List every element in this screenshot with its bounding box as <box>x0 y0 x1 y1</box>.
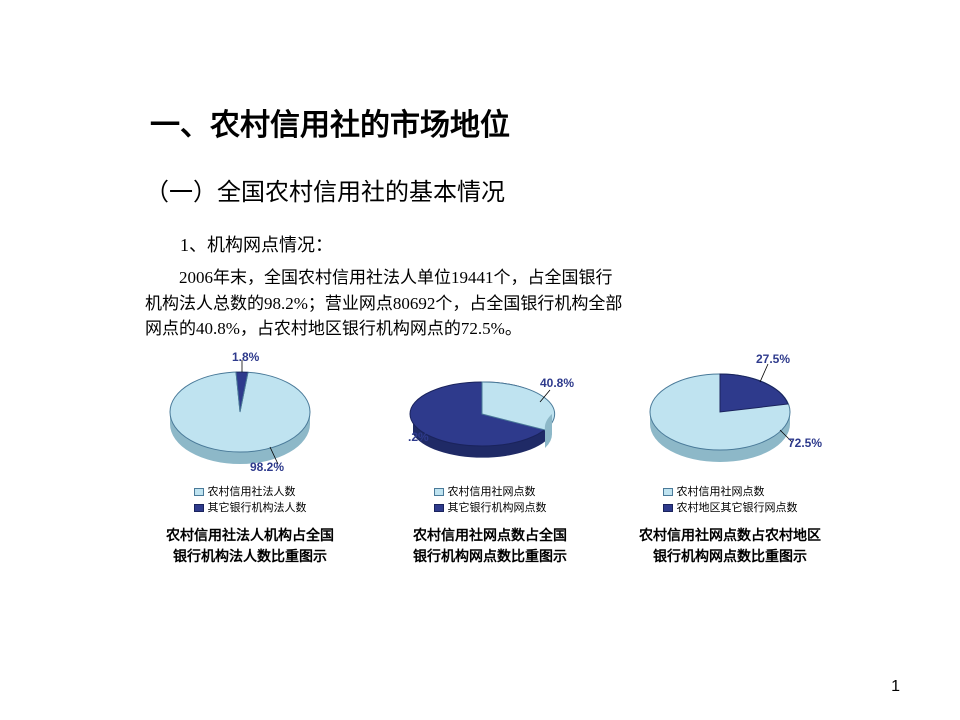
legend-swatch <box>194 488 204 496</box>
legend-text: 农村地区其它银行网点数 <box>677 500 798 517</box>
page-title: 一、农村信用社的市场地位 <box>150 100 900 144</box>
page: 一、农村信用社的市场地位 （一）全国农村信用社的基本情况 1、机构网点情况： 2… <box>0 0 960 607</box>
caption-line: 农村信用社网点数占农村地区 <box>639 525 821 546</box>
legend-text: 其它银行机构网点数 <box>448 500 547 517</box>
legend-1: 农村信用社法人数 其它银行机构法人数 <box>194 484 307 517</box>
caption-line: 银行机构法人数比重图示 <box>166 546 334 567</box>
legend-2: 农村信用社网点数 其它银行机构网点数 <box>434 484 547 517</box>
chart-block-2: 40.8% .2% 农村信用社网点数 其它银行机构网点数 农村信用社网点数占全国… <box>370 352 610 567</box>
section-label: 1、机构网点情况： <box>180 231 900 257</box>
legend-text: 农村信用社网点数 <box>448 484 536 501</box>
pie1-label-minor: 1.8% <box>232 350 259 364</box>
legend-text: 农村信用社法人数 <box>208 484 296 501</box>
body-text-line2: 机构法人总数的98.2%；营业网点80692个，占全国银行机构全部 <box>145 291 840 317</box>
chart-caption-3: 农村信用社网点数占农村地区 银行机构网点数比重图示 <box>639 525 821 567</box>
legend-2-row-1: 其它银行机构网点数 <box>434 500 547 517</box>
page-subtitle: （一）全国农村信用社的基本情况 <box>145 172 900 207</box>
chart-block-1: 1.8% 98.2% 农村信用社法人数 其它银行机构法人数 农村信用社法人机构占… <box>130 352 370 567</box>
pie-svg-3 <box>630 352 830 482</box>
legend-swatch <box>663 504 673 512</box>
chart-block-3: 27.5% 72.5% 农村信用社网点数 农村地区其它银行网点数 农村信用社网点… <box>610 352 850 567</box>
body-text-line1: 2006年末，全国农村信用社法人单位19441个，占全国银行 <box>145 265 840 291</box>
chart-caption-2: 农村信用社网点数占全国 银行机构网点数比重图示 <box>413 525 567 567</box>
caption-line: 银行机构网点数比重图示 <box>639 546 821 567</box>
charts-row: 1.8% 98.2% 农村信用社法人数 其它银行机构法人数 农村信用社法人机构占… <box>130 352 850 567</box>
pie1-label-major: 98.2% <box>250 460 284 474</box>
legend-swatch <box>194 504 204 512</box>
legend-1-row-0: 农村信用社法人数 <box>194 484 307 501</box>
legend-3-row-0: 农村信用社网点数 <box>663 484 798 501</box>
legend-1-row-1: 其它银行机构法人数 <box>194 500 307 517</box>
pie-chart-2: 40.8% .2% <box>390 352 590 482</box>
pie3-label-major: 72.5% <box>788 436 822 450</box>
pie2-label-major: 40.8% <box>540 376 574 390</box>
legend-swatch <box>434 488 444 496</box>
body-text-line3: 网点的40.8%，占农村地区银行机构网点的72.5%。 <box>145 316 840 342</box>
pie-chart-3: 27.5% 72.5% <box>630 352 830 482</box>
pie2-label-minor: .2% <box>408 430 429 444</box>
legend-swatch <box>663 488 673 496</box>
pie3-label-minor: 27.5% <box>756 352 790 366</box>
chart-caption-1: 农村信用社法人机构占全国 银行机构法人数比重图示 <box>166 525 334 567</box>
legend-2-row-0: 农村信用社网点数 <box>434 484 547 501</box>
legend-3: 农村信用社网点数 农村地区其它银行网点数 <box>663 484 798 517</box>
legend-swatch <box>434 504 444 512</box>
pie-chart-1: 1.8% 98.2% <box>150 352 350 482</box>
caption-line: 农村信用社法人机构占全国 <box>166 525 334 546</box>
legend-text: 其它银行机构法人数 <box>208 500 307 517</box>
legend-text: 农村信用社网点数 <box>677 484 765 501</box>
legend-3-row-1: 农村地区其它银行网点数 <box>663 500 798 517</box>
pie-svg-2 <box>390 352 590 482</box>
page-number: 1 <box>891 678 900 696</box>
caption-line: 农村信用社网点数占全国 <box>413 525 567 546</box>
caption-line: 银行机构网点数比重图示 <box>413 546 567 567</box>
